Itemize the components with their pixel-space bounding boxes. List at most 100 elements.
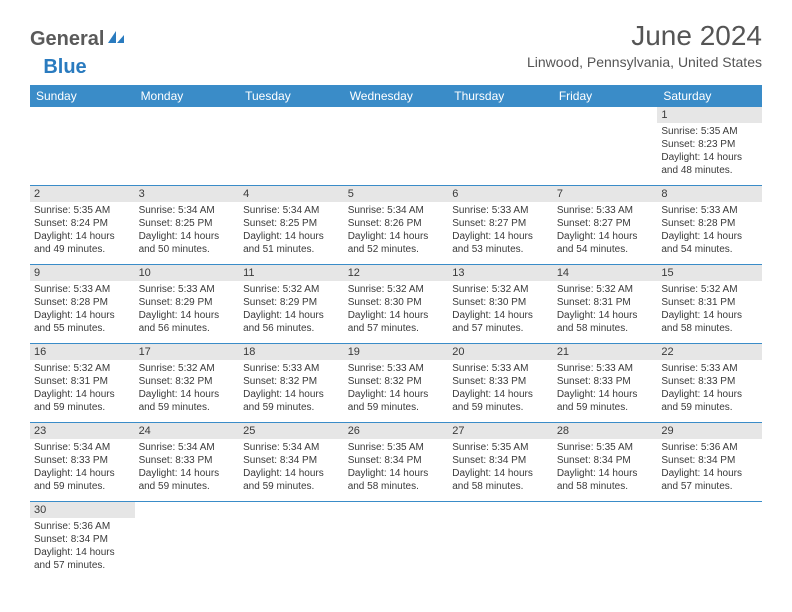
daylight-text: and 59 minutes. [34,480,131,493]
calendar-cell: 15Sunrise: 5:32 AMSunset: 8:31 PMDayligh… [657,265,762,344]
calendar-cell: 10Sunrise: 5:33 AMSunset: 8:29 PMDayligh… [135,265,240,344]
day-body: Sunrise: 5:32 AMSunset: 8:31 PMDaylight:… [657,281,762,337]
calendar-cell [135,107,240,186]
daylight-text: Daylight: 14 hours [348,309,445,322]
weekday-header: Tuesday [239,85,344,107]
day-number: 28 [553,423,658,439]
day-body: Sunrise: 5:33 AMSunset: 8:33 PMDaylight:… [448,360,553,416]
daylight-text: Daylight: 14 hours [452,230,549,243]
daylight-text: and 59 minutes. [34,401,131,414]
day-body: Sunrise: 5:34 AMSunset: 8:26 PMDaylight:… [344,202,449,258]
day-body: Sunrise: 5:33 AMSunset: 8:27 PMDaylight:… [553,202,658,258]
weekday-header-row: Sunday Monday Tuesday Wednesday Thursday… [30,85,762,107]
weekday-header: Wednesday [344,85,449,107]
daylight-text: Daylight: 14 hours [452,309,549,322]
daylight-text: and 49 minutes. [34,243,131,256]
daylight-text: Daylight: 14 hours [557,230,654,243]
daylight-text: Daylight: 14 hours [452,467,549,480]
sunrise-text: Sunrise: 5:33 AM [661,362,758,375]
sunrise-text: Sunrise: 5:32 AM [452,283,549,296]
sunset-text: Sunset: 8:27 PM [452,217,549,230]
calendar-cell: 27Sunrise: 5:35 AMSunset: 8:34 PMDayligh… [448,423,553,502]
calendar-week-row: 1Sunrise: 5:35 AMSunset: 8:23 PMDaylight… [30,107,762,186]
calendar-cell: 12Sunrise: 5:32 AMSunset: 8:30 PMDayligh… [344,265,449,344]
day-number: 6 [448,186,553,202]
daylight-text: Daylight: 14 hours [661,388,758,401]
day-number: 1 [657,107,762,123]
daylight-text: and 57 minutes. [452,322,549,335]
sunset-text: Sunset: 8:32 PM [348,375,445,388]
day-number: 18 [239,344,344,360]
sunrise-text: Sunrise: 5:35 AM [34,204,131,217]
day-body: Sunrise: 5:33 AMSunset: 8:33 PMDaylight:… [657,360,762,416]
daylight-text: Daylight: 14 hours [348,230,445,243]
day-number: 17 [135,344,240,360]
daylight-text: and 55 minutes. [34,322,131,335]
daylight-text: and 48 minutes. [661,164,758,177]
sunrise-text: Sunrise: 5:32 AM [557,283,654,296]
calendar-cell: 8Sunrise: 5:33 AMSunset: 8:28 PMDaylight… [657,186,762,265]
calendar-cell [239,107,344,186]
daylight-text: and 56 minutes. [139,322,236,335]
daylight-text: and 54 minutes. [661,243,758,256]
day-number: 21 [553,344,658,360]
calendar-cell: 2Sunrise: 5:35 AMSunset: 8:24 PMDaylight… [30,186,135,265]
daylight-text: and 58 minutes. [557,322,654,335]
calendar-cell: 4Sunrise: 5:34 AMSunset: 8:25 PMDaylight… [239,186,344,265]
sunrise-text: Sunrise: 5:33 AM [34,283,131,296]
daylight-text: Daylight: 14 hours [139,467,236,480]
day-body: Sunrise: 5:32 AMSunset: 8:32 PMDaylight:… [135,360,240,416]
day-number: 26 [344,423,449,439]
daylight-text: Daylight: 14 hours [243,467,340,480]
daylight-text: Daylight: 14 hours [348,388,445,401]
sunset-text: Sunset: 8:30 PM [452,296,549,309]
sunset-text: Sunset: 8:34 PM [34,533,131,546]
location-subtitle: Linwood, Pennsylvania, United States [527,54,762,70]
daylight-text: Daylight: 14 hours [452,388,549,401]
daylight-text: and 57 minutes. [34,559,131,572]
logo-text-general: General [30,28,104,51]
calendar-cell: 21Sunrise: 5:33 AMSunset: 8:33 PMDayligh… [553,344,658,423]
sunset-text: Sunset: 8:31 PM [661,296,758,309]
calendar-cell: 14Sunrise: 5:32 AMSunset: 8:31 PMDayligh… [553,265,658,344]
calendar-cell: 7Sunrise: 5:33 AMSunset: 8:27 PMDaylight… [553,186,658,265]
day-body: Sunrise: 5:35 AMSunset: 8:24 PMDaylight:… [30,202,135,258]
daylight-text: Daylight: 14 hours [557,467,654,480]
sunset-text: Sunset: 8:26 PM [348,217,445,230]
calendar-table: Sunday Monday Tuesday Wednesday Thursday… [30,85,762,580]
sunset-text: Sunset: 8:32 PM [243,375,340,388]
calendar-cell: 1Sunrise: 5:35 AMSunset: 8:23 PMDaylight… [657,107,762,186]
sunrise-text: Sunrise: 5:33 AM [348,362,445,375]
sunset-text: Sunset: 8:31 PM [557,296,654,309]
day-body: Sunrise: 5:36 AMSunset: 8:34 PMDaylight:… [657,439,762,495]
daylight-text: and 50 minutes. [139,243,236,256]
day-body: Sunrise: 5:32 AMSunset: 8:31 PMDaylight:… [553,281,658,337]
daylight-text: and 59 minutes. [661,401,758,414]
day-body: Sunrise: 5:35 AMSunset: 8:34 PMDaylight:… [448,439,553,495]
sunset-text: Sunset: 8:33 PM [139,454,236,467]
daylight-text: Daylight: 14 hours [34,230,131,243]
daylight-text: and 53 minutes. [452,243,549,256]
sunset-text: Sunset: 8:34 PM [348,454,445,467]
calendar-cell [344,502,449,581]
daylight-text: Daylight: 14 hours [348,467,445,480]
sunrise-text: Sunrise: 5:35 AM [452,441,549,454]
day-number: 2 [30,186,135,202]
logo: General [30,28,126,51]
sunset-text: Sunset: 8:30 PM [348,296,445,309]
daylight-text: Daylight: 14 hours [661,230,758,243]
daylight-text: and 59 minutes. [139,480,236,493]
day-number: 5 [344,186,449,202]
calendar-cell: 6Sunrise: 5:33 AMSunset: 8:27 PMDaylight… [448,186,553,265]
calendar-cell: 22Sunrise: 5:33 AMSunset: 8:33 PMDayligh… [657,344,762,423]
sunrise-text: Sunrise: 5:32 AM [661,283,758,296]
sunset-text: Sunset: 8:34 PM [557,454,654,467]
day-number: 22 [657,344,762,360]
day-number: 7 [553,186,658,202]
day-number: 8 [657,186,762,202]
day-number: 19 [344,344,449,360]
daylight-text: Daylight: 14 hours [243,230,340,243]
daylight-text: and 59 minutes. [557,401,654,414]
daylight-text: and 51 minutes. [243,243,340,256]
day-body: Sunrise: 5:33 AMSunset: 8:33 PMDaylight:… [553,360,658,416]
